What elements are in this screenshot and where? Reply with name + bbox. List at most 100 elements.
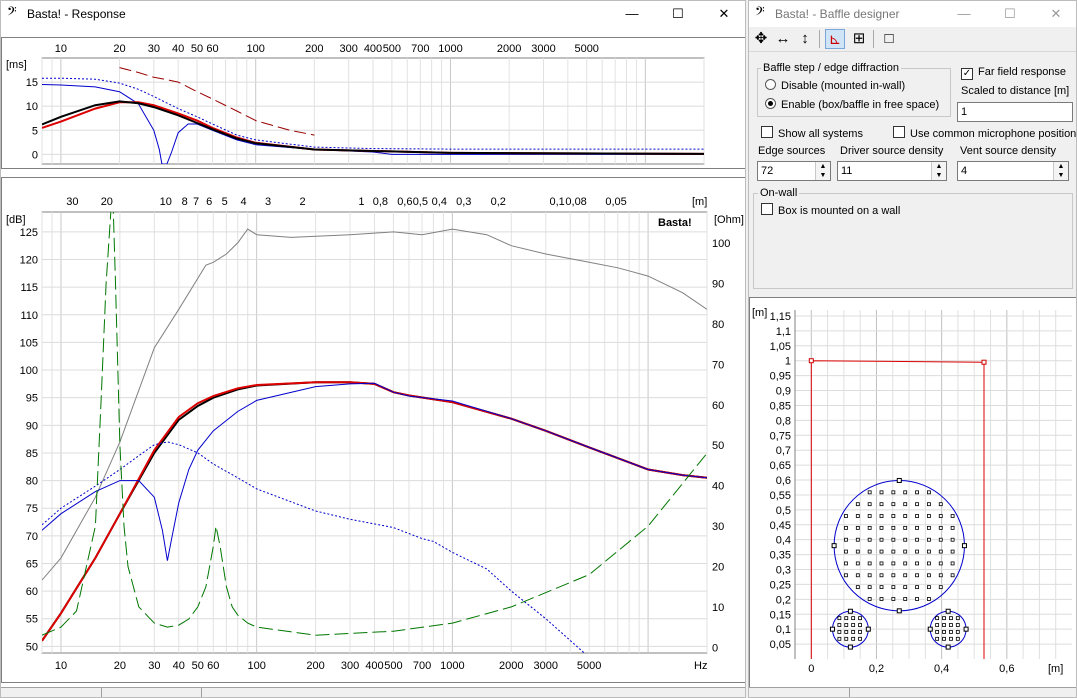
woofer-source-point xyxy=(879,502,884,507)
vent-2-source-point xyxy=(955,616,960,621)
minimize-button[interactable]: — xyxy=(625,6,639,21)
horizontal-size-icon[interactable]: ↔ xyxy=(775,30,791,47)
checkbox-unchecked-icon[interactable] xyxy=(893,126,905,138)
driver-density-value: 11 xyxy=(841,165,853,177)
baffle-settings-panel xyxy=(749,51,1076,298)
woofer-source-point xyxy=(867,502,872,507)
far-field-label: Far field response xyxy=(978,66,1067,78)
woofer-source-point xyxy=(891,502,896,507)
x-axis-unit: [m] xyxy=(1048,663,1063,675)
enable-diffraction-radio[interactable]: Enable (box/baffle in free space) xyxy=(765,98,939,111)
close-button[interactable]: ✕ xyxy=(718,6,730,21)
baffle-titlebar[interactable]: 𝄢 Basta! - Baffle designer — ☐ ✕ xyxy=(749,1,1076,27)
woofer-source-point xyxy=(950,549,955,554)
y-tick-label: 120 xyxy=(20,255,38,267)
x-tick-label: 10 xyxy=(55,43,67,55)
x-tick-label: 40 xyxy=(173,660,185,672)
top-tick-label: 8 xyxy=(182,196,188,208)
vent-1-source-point xyxy=(851,616,856,621)
move-tool-icon[interactable]: ✥ xyxy=(754,30,768,47)
x-tick-label: 1000 xyxy=(438,43,462,55)
woofer-source-point xyxy=(891,537,896,542)
vent-density-stepper[interactable]: 4 ▲ ▼ xyxy=(957,161,1069,181)
vent-2-source-point xyxy=(935,623,940,627)
y-tick-label: 0,9 xyxy=(776,386,791,398)
woofer-source-point xyxy=(879,597,884,601)
minimize-button[interactable]: — xyxy=(957,6,971,21)
woofer-source-point xyxy=(903,525,908,530)
y2-tick-label: 100 xyxy=(712,238,730,250)
close-button[interactable]: ✕ xyxy=(1050,6,1062,21)
baffle-statusbar xyxy=(749,687,1076,697)
common-mic-checkbox[interactable]: Use common microphone position xyxy=(893,126,1076,140)
scaled-distance-input[interactable]: 1 xyxy=(957,102,1073,122)
edge-tool-icon[interactable]: ⊾ xyxy=(825,29,845,49)
woofer-source-point xyxy=(891,525,896,530)
y-tick-label: 1,15 xyxy=(770,311,791,323)
checkbox-unchecked-icon[interactable] xyxy=(761,126,773,138)
edge-sources-stepper[interactable]: 72 ▲ ▼ xyxy=(757,161,831,181)
woofer-outline xyxy=(833,479,965,612)
vertical-size-icon[interactable]: ↕ xyxy=(801,30,809,47)
x-tick-label: 10 xyxy=(55,660,67,672)
vent-2-source-point xyxy=(942,616,946,621)
series-line-blue-solid xyxy=(42,382,707,561)
x-tick-label: 100 xyxy=(247,660,265,672)
status-segment-2 xyxy=(101,688,202,697)
woofer-source-point xyxy=(903,490,908,495)
x-tick-label: 60 xyxy=(206,43,218,55)
checkbox-checked-icon[interactable]: ✓ xyxy=(961,68,973,80)
woofer-source-point xyxy=(927,502,931,507)
response-titlebar[interactable]: 𝄢 Basta! - Response — ☐ ✕ xyxy=(1,1,745,27)
y2-tick-label: 10 xyxy=(712,602,724,614)
woofer-source-point xyxy=(915,549,919,554)
top-tick-label: 0,3 xyxy=(456,196,471,208)
baffle-designer-window: 𝄢 Basta! - Baffle designer — ☐ ✕ ✥ ↔ ↕ ⊾… xyxy=(748,0,1077,698)
woofer-source-point xyxy=(938,537,943,542)
woofer-source-point xyxy=(855,502,860,507)
woofer-source-point xyxy=(950,573,955,578)
y-tick-label: 65 xyxy=(26,558,38,570)
woofer-handle xyxy=(896,608,902,614)
woofer-source-point xyxy=(867,561,872,566)
y-tick-label: 0,75 xyxy=(770,430,791,442)
maximize-button[interactable]: ☐ xyxy=(1004,6,1016,21)
woofer-source-point xyxy=(903,537,908,542)
vent-1-source-point xyxy=(837,630,842,634)
spin-arrows-icon[interactable]: ▲ ▼ xyxy=(1053,162,1068,180)
baffle-layout-plot[interactable]: 0,05 0,1 0,15 0,2 0,25 0,3 0,35 0,4 0,45 0,5 0,55 0… xyxy=(749,297,1076,690)
rectangle-icon[interactable]: □ xyxy=(884,30,894,47)
frequency-response-chart[interactable]: 50 55 60 65 70 75 80 85 90 95 100 105 110 115 120 125 10… xyxy=(1,177,745,683)
vent-2-source-point xyxy=(949,623,953,627)
radio-off-icon[interactable] xyxy=(765,79,776,90)
status-segment-1 xyxy=(749,688,850,697)
vent-2-handle xyxy=(945,644,951,650)
far-field-checkbox[interactable]: ✓ Far field response xyxy=(961,66,1066,80)
top-tick-label: 0,5 xyxy=(413,196,428,208)
disable-diffraction-radio[interactable]: Disable (mounted in-wall) xyxy=(765,79,905,92)
y-tick-label: 60 xyxy=(26,586,38,598)
group-delay-chart[interactable]: 0 5 10 15 10 20 30 40 50 60 100 200 300 400 500 700 1000… xyxy=(1,37,745,169)
woofer-source-point xyxy=(938,514,943,518)
y-tick-label: 0,5 xyxy=(776,505,791,517)
checkbox-unchecked-icon[interactable] xyxy=(761,203,773,215)
grid-sources-icon[interactable]: ⊞ xyxy=(852,30,866,47)
woofer-source-point xyxy=(855,549,860,554)
woofer-source-point xyxy=(891,597,896,601)
y-tick-label: 0,95 xyxy=(770,371,791,383)
spin-arrows-icon[interactable]: ▲ ▼ xyxy=(815,162,830,180)
woofer-source-point xyxy=(938,573,943,578)
woofer-source-point xyxy=(867,490,872,495)
vent-density-label: Vent source density xyxy=(960,145,1057,157)
series-line-gray xyxy=(42,228,707,581)
onwall-checkbox[interactable]: Box is mounted on a wall xyxy=(761,203,900,217)
show-all-systems-checkbox[interactable]: Show all systems xyxy=(761,126,863,140)
woofer-source-point xyxy=(844,573,848,578)
woofer-source-point xyxy=(891,514,896,518)
maximize-button[interactable]: ☐ xyxy=(672,6,684,21)
woofer-source-point xyxy=(927,561,931,566)
top-tick-label: 0,4 xyxy=(432,196,447,208)
driver-density-stepper[interactable]: 11 ▲ ▼ xyxy=(837,161,947,181)
spin-arrows-icon[interactable]: ▲ ▼ xyxy=(931,162,946,180)
radio-on-icon[interactable] xyxy=(765,98,776,109)
